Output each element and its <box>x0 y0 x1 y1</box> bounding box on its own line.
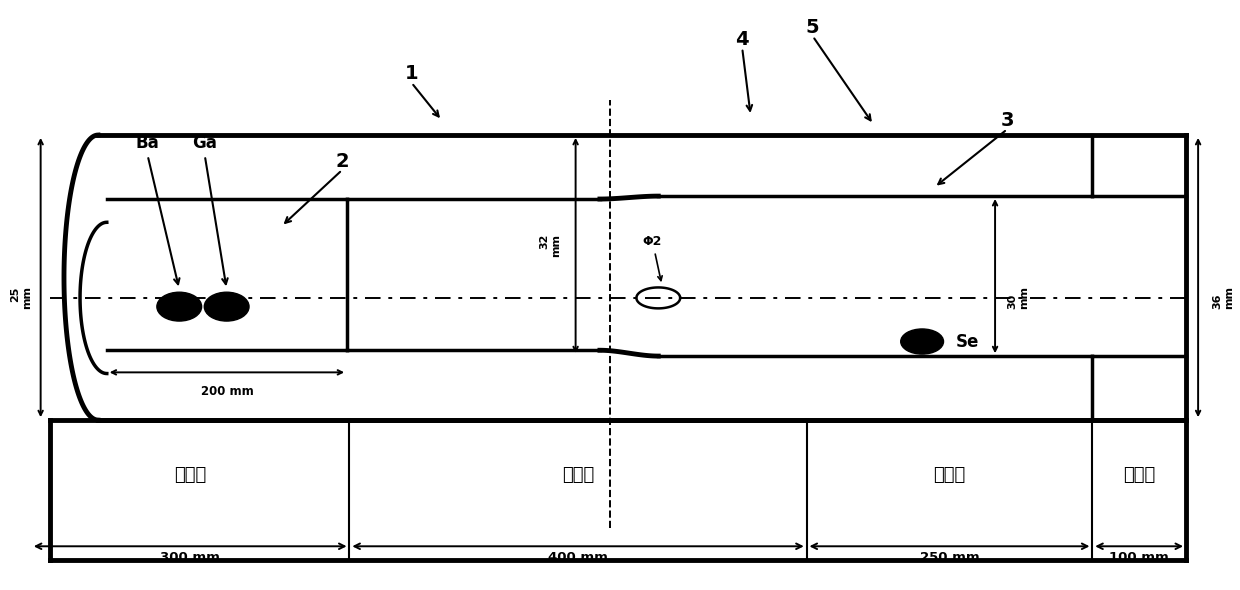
Text: 过渡区: 过渡区 <box>562 466 594 484</box>
Ellipse shape <box>157 292 202 321</box>
Text: 300 mm: 300 mm <box>160 551 221 564</box>
Text: 高温区: 高温区 <box>174 466 206 484</box>
Text: 100 mm: 100 mm <box>1110 551 1169 564</box>
Text: Ga: Ga <box>192 135 217 152</box>
Text: 36
mm: 36 mm <box>1213 286 1234 309</box>
Text: 32
mm: 32 mm <box>539 234 560 257</box>
Text: 400 mm: 400 mm <box>548 551 608 564</box>
Text: 200 mm: 200 mm <box>201 385 253 398</box>
Text: 低温区: 低温区 <box>1123 466 1156 484</box>
Text: 4: 4 <box>735 30 749 48</box>
Text: 250 mm: 250 mm <box>920 551 980 564</box>
Text: 30
mm: 30 mm <box>1007 286 1029 309</box>
Ellipse shape <box>900 329 944 354</box>
Text: Φ2: Φ2 <box>642 235 662 248</box>
Text: 1: 1 <box>404 64 418 83</box>
Text: 5: 5 <box>806 18 820 37</box>
Text: 25
mm: 25 mm <box>10 286 32 309</box>
Text: 2: 2 <box>335 152 348 171</box>
Text: 3: 3 <box>1001 111 1014 130</box>
Ellipse shape <box>205 292 249 321</box>
Text: Se: Se <box>956 333 980 350</box>
Text: 低温区: 低温区 <box>934 466 966 484</box>
Text: Ba: Ba <box>135 135 160 152</box>
